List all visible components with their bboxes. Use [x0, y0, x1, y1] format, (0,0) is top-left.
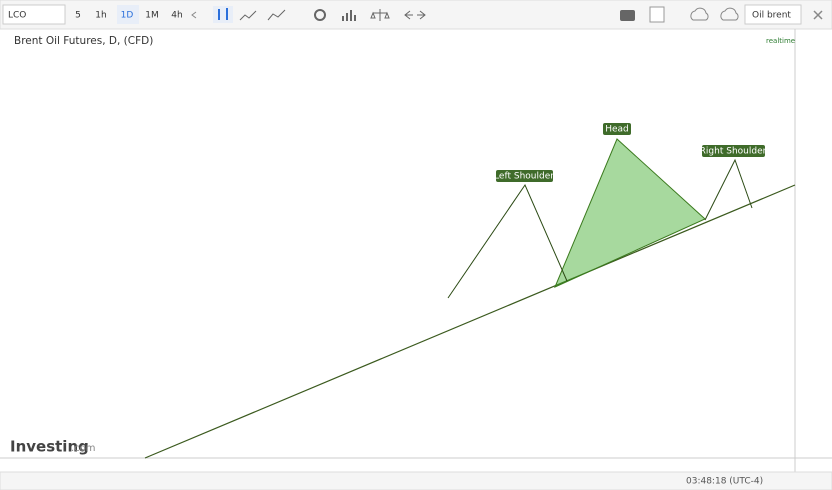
footer-bg [0, 471, 832, 490]
legend-title: Brent Oil Futures, D, (CFD) [14, 35, 153, 47]
indicator-icon[interactable] [342, 10, 356, 21]
cloud-save-icon[interactable] [720, 7, 739, 21]
redo-icon[interactable] [417, 10, 426, 20]
head-triangle [554, 138, 706, 288]
realtime: realtime [766, 37, 795, 45]
right-shoulder-line [704, 158, 753, 221]
camera-icon[interactable] [620, 10, 635, 21]
trend-line [144, 184, 796, 459]
annotation: Head [605, 125, 629, 135]
footer: 03:48:18 (UTC-4) [686, 477, 763, 487]
area-icon[interactable] [267, 9, 286, 21]
active-interval-bg [117, 5, 139, 24]
dropdown-icon[interactable] [191, 11, 197, 19]
interval[interactable]: 4h [171, 11, 182, 21]
line-icon[interactable] [239, 10, 257, 21]
logo: Investing [10, 438, 89, 456]
search-text: Oil brent [752, 11, 791, 21]
toolbar: LCO 5 1h 1D 1M 4h Oil brent [0, 0, 832, 30]
interval[interactable]: 5 [75, 11, 81, 21]
candle-icon-bg [213, 6, 233, 23]
annotation: Left Shoulder [494, 172, 554, 182]
candle-icon[interactable] [218, 8, 228, 20]
annotations: Left Shoulder Head Right Shoulder [494, 123, 767, 182]
undo-icon[interactable] [404, 10, 413, 20]
cloud-icon[interactable] [690, 7, 709, 21]
drawings [144, 138, 796, 459]
symbol: LCO [8, 11, 26, 21]
search-box[interactable] [744, 4, 802, 25]
compare-icon[interactable] [370, 9, 390, 21]
annotation-box [496, 170, 553, 182]
clock: 03:48:18 (UTC-4) [686, 477, 763, 487]
close-icon[interactable] [813, 10, 823, 20]
settings-icon[interactable] [314, 9, 326, 21]
interval[interactable]: 1D [121, 11, 134, 21]
logo-suffix: .com [71, 443, 96, 454]
interval[interactable]: 1M [145, 11, 159, 21]
legend: Brent Oil Futures, D, (CFD) realtime [14, 35, 795, 47]
left-shoulder-line [447, 183, 568, 299]
annotation-box [603, 123, 631, 135]
layout-icon[interactable] [649, 6, 665, 23]
annotation-box [702, 145, 765, 157]
annotation: Right Shoulder [700, 147, 767, 157]
symbol-input[interactable] [2, 4, 66, 25]
interval[interactable]: 1h [95, 11, 106, 21]
